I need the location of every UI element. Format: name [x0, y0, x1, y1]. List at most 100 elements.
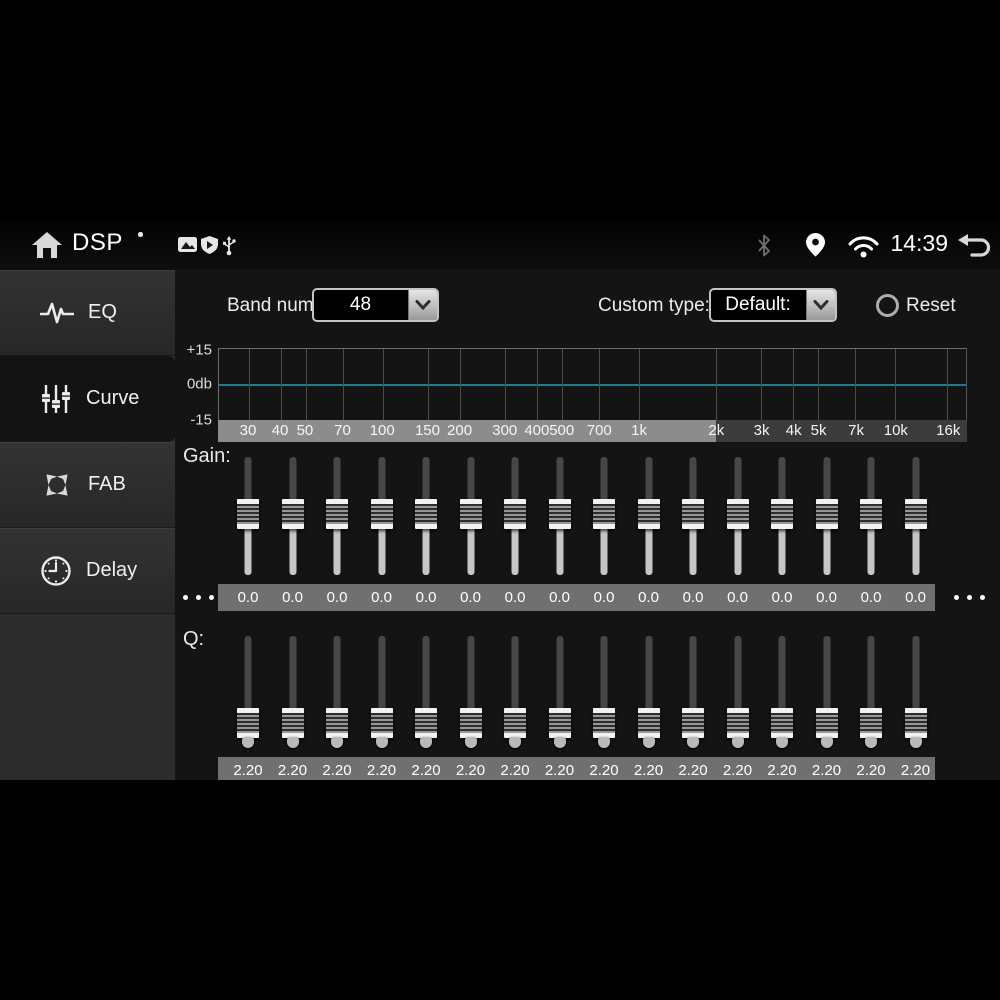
gain-slider[interactable]	[237, 457, 259, 575]
slider-end-nub	[820, 736, 833, 748]
home-icon[interactable]	[30, 231, 64, 259]
gain-slider[interactable]	[459, 457, 482, 575]
slider-track-lower	[645, 513, 652, 575]
reset-radio[interactable]	[876, 294, 899, 317]
sidebar-item-label: FAB	[88, 473, 126, 495]
gain-value: 0.0	[682, 589, 704, 606]
eq-response-graph[interactable]	[218, 348, 967, 420]
slider-track-upper	[778, 636, 786, 723]
gain-slider[interactable]	[726, 457, 749, 575]
q-slider[interactable]	[637, 636, 660, 750]
freq-tick-label: 100	[369, 422, 395, 439]
q-slider[interactable]	[237, 636, 259, 750]
slider-thumb[interactable]	[548, 498, 571, 529]
gain-value: 0.0	[282, 589, 303, 606]
gain-value: 0.0	[727, 589, 748, 606]
slider-thumb[interactable]	[326, 498, 348, 529]
reset-label[interactable]: Reset	[906, 295, 956, 316]
slider-thumb[interactable]	[459, 498, 482, 529]
freq-tick-label: 3k	[753, 422, 770, 439]
slider-thumb[interactable]	[682, 498, 704, 529]
freq-tick-label: 2k	[708, 422, 725, 439]
gain-slider[interactable]	[637, 457, 660, 575]
gridline	[280, 349, 282, 420]
gain-slider[interactable]	[370, 457, 393, 575]
band-num-dropdown[interactable]: 48	[312, 288, 439, 322]
chevron-down-icon[interactable]	[806, 290, 835, 320]
gain-slider[interactable]	[771, 457, 793, 575]
slider-thumb[interactable]	[504, 498, 526, 529]
more-bands-right-icon[interactable]	[945, 584, 993, 611]
q-value: 2.20	[589, 762, 619, 779]
sidebar-item-delay[interactable]: Delay	[0, 528, 175, 614]
q-slider[interactable]	[815, 636, 838, 750]
slider-track-upper	[467, 636, 474, 723]
slider-thumb[interactable]	[815, 498, 838, 529]
chevron-down-icon[interactable]	[408, 290, 437, 320]
q-slider[interactable]	[904, 636, 927, 750]
slider-track-upper	[734, 457, 741, 514]
gain-slider[interactable]	[593, 457, 615, 575]
gain-slider[interactable]	[904, 457, 927, 575]
slider-thumb[interactable]	[237, 498, 259, 529]
overflow-menu-icon[interactable]	[138, 232, 144, 258]
slider-thumb[interactable]	[726, 498, 749, 529]
slider-thumb[interactable]	[415, 498, 437, 529]
slider-thumb[interactable]	[281, 707, 304, 738]
q-slider[interactable]	[771, 636, 793, 750]
slider-thumb[interactable]	[771, 498, 793, 529]
slider-thumb[interactable]	[326, 707, 348, 738]
slider-thumb[interactable]	[548, 707, 571, 738]
q-slider[interactable]	[281, 636, 304, 750]
slider-thumb[interactable]	[593, 707, 615, 738]
q-slider[interactable]	[415, 636, 437, 750]
q-slider[interactable]	[682, 636, 704, 750]
gain-slider[interactable]	[860, 457, 882, 575]
q-slider[interactable]	[326, 636, 348, 750]
slider-thumb[interactable]	[637, 498, 660, 529]
sidebar-item-fab[interactable]: FAB	[0, 442, 175, 528]
slider-track-upper	[244, 636, 252, 723]
gain-slider[interactable]	[415, 457, 437, 575]
q-slider[interactable]	[548, 636, 571, 750]
back-icon[interactable]	[956, 232, 992, 259]
q-slider[interactable]	[726, 636, 749, 750]
slider-thumb[interactable]	[593, 498, 615, 529]
q-slider[interactable]	[459, 636, 482, 750]
slider-thumb[interactable]	[860, 498, 882, 529]
gain-slider[interactable]	[548, 457, 571, 575]
gain-slider[interactable]	[281, 457, 304, 575]
q-slider[interactable]	[370, 636, 393, 750]
gain-slider[interactable]	[326, 457, 348, 575]
slider-thumb[interactable]	[904, 498, 927, 529]
slider-thumb[interactable]	[815, 707, 838, 738]
slider-thumb[interactable]	[771, 707, 793, 738]
slider-thumb[interactable]	[682, 707, 704, 738]
freq-tick-label: 300	[492, 422, 518, 439]
gain-slider[interactable]	[504, 457, 526, 575]
slider-thumb[interactable]	[459, 707, 482, 738]
slider-thumb[interactable]	[281, 498, 304, 529]
wifi-icon	[848, 236, 879, 258]
slider-thumb[interactable]	[860, 707, 882, 738]
slider-thumb[interactable]	[237, 707, 259, 738]
q-slider[interactable]	[593, 636, 615, 750]
slider-thumb[interactable]	[904, 707, 927, 738]
sidebar-item-label: Delay	[86, 559, 138, 581]
slider-thumb[interactable]	[370, 498, 393, 529]
gain-slider[interactable]	[682, 457, 704, 575]
slider-thumb[interactable]	[504, 707, 526, 738]
q-slider[interactable]	[860, 636, 882, 750]
sidebar-item-eq[interactable]: EQ	[0, 270, 175, 356]
gain-slider[interactable]	[815, 457, 838, 575]
gain-value: 0.0	[771, 589, 793, 606]
custom-type-dropdown[interactable]: Default:	[709, 288, 837, 322]
slider-thumb[interactable]	[726, 707, 749, 738]
slider-end-nub	[687, 736, 699, 748]
more-bands-left-icon[interactable]	[179, 584, 217, 611]
sidebar-item-curve[interactable]: Curve	[0, 356, 175, 442]
q-slider[interactable]	[504, 636, 526, 750]
slider-thumb[interactable]	[370, 707, 393, 738]
slider-thumb[interactable]	[637, 707, 660, 738]
slider-thumb[interactable]	[415, 707, 437, 738]
